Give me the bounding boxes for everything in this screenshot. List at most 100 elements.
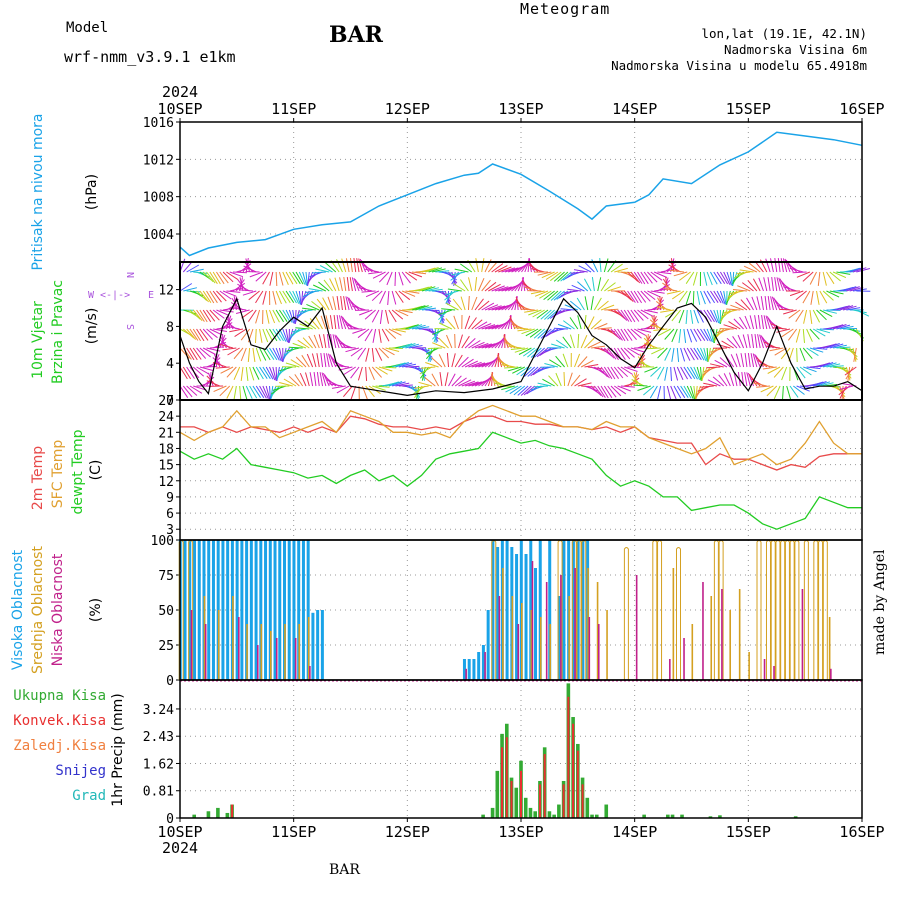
wind-barb bbox=[630, 374, 640, 387]
wind-barb bbox=[846, 307, 861, 311]
wind-barb bbox=[415, 366, 427, 377]
wind-barb bbox=[640, 309, 654, 317]
wind-barb bbox=[346, 277, 350, 292]
wind-barb bbox=[288, 375, 300, 387]
precip-bar-0 bbox=[206, 811, 211, 818]
wind-barb bbox=[431, 357, 443, 368]
wind-barb bbox=[525, 328, 539, 337]
wind-barb bbox=[179, 283, 193, 292]
cloud-bar-1 bbox=[269, 631, 272, 680]
wind-barb bbox=[252, 347, 256, 362]
wind-barb bbox=[706, 366, 721, 369]
wind-barb bbox=[491, 263, 504, 273]
wind-barb bbox=[345, 347, 360, 353]
wind-barb bbox=[299, 323, 313, 330]
precip-legend-3: Snijeg bbox=[55, 763, 106, 779]
wind-barb bbox=[333, 315, 337, 330]
wind-barb bbox=[305, 290, 320, 293]
wind-barb bbox=[614, 267, 628, 273]
wind-barb bbox=[316, 298, 327, 311]
wind-barb bbox=[219, 343, 234, 349]
wind-barb bbox=[759, 334, 764, 349]
wind-barb bbox=[395, 309, 409, 317]
y-tick-label: 12 bbox=[158, 284, 174, 299]
cloud-bar-0 bbox=[226, 540, 230, 680]
wind-barb bbox=[557, 323, 572, 330]
wind-barb bbox=[796, 271, 811, 278]
wind-barb bbox=[826, 343, 840, 349]
wind-barb bbox=[249, 366, 255, 381]
wind-barb bbox=[571, 284, 585, 292]
x-tick-label-bottom: 12SEP bbox=[385, 823, 430, 841]
wind-barb bbox=[338, 366, 353, 371]
wind-barb bbox=[388, 328, 402, 336]
wind-barb bbox=[735, 353, 741, 368]
wind-barb bbox=[415, 326, 430, 330]
wind-barb bbox=[613, 366, 624, 379]
wind-barb bbox=[806, 366, 821, 370]
wind-barb bbox=[544, 347, 559, 352]
cloud-bar-1 bbox=[748, 652, 750, 680]
wind-barb bbox=[438, 354, 446, 368]
cloud-bar-0 bbox=[467, 659, 471, 680]
wind-barb bbox=[513, 385, 526, 396]
wind-barb bbox=[275, 347, 282, 362]
x-tick-label-bottom: 13SEP bbox=[498, 823, 543, 841]
wind-barb bbox=[852, 288, 867, 292]
wind-barb bbox=[844, 366, 857, 376]
wind-barb bbox=[852, 347, 857, 362]
wind-barb bbox=[272, 366, 277, 381]
wind-barb bbox=[644, 309, 658, 314]
cloud-bar-0 bbox=[515, 554, 519, 680]
wind-barb bbox=[498, 286, 512, 292]
wind-barb bbox=[796, 366, 806, 379]
wind-barb bbox=[793, 385, 805, 395]
y-tick-label: 2.43 bbox=[143, 730, 174, 745]
precip-bar-0 bbox=[680, 814, 684, 818]
wind-barb bbox=[574, 378, 587, 387]
precip-bar-0 bbox=[594, 814, 599, 818]
wind-barb bbox=[193, 385, 207, 391]
wind-barb bbox=[679, 271, 691, 281]
wind-barb bbox=[563, 320, 575, 330]
wind-barb bbox=[311, 271, 326, 274]
wind-barb bbox=[630, 328, 642, 339]
wind-barb bbox=[647, 271, 658, 283]
cloud-bar-0 bbox=[477, 652, 481, 680]
wind-barb bbox=[501, 385, 515, 391]
wind-barb bbox=[474, 321, 488, 330]
precip-bar-1 bbox=[567, 696, 570, 818]
wind-barb bbox=[415, 286, 429, 292]
cloud-bar-mid bbox=[765, 540, 771, 680]
cloud-bar-0 bbox=[240, 540, 244, 680]
cloud-bar-mid bbox=[652, 540, 658, 680]
wind-barb bbox=[448, 271, 458, 284]
wind-barb bbox=[212, 290, 222, 303]
wind-barb bbox=[780, 347, 791, 360]
wind-barb bbox=[542, 378, 555, 387]
wind-barb bbox=[304, 320, 317, 330]
wind-barb bbox=[509, 385, 522, 395]
wind-barb bbox=[259, 328, 263, 343]
wind-barb bbox=[810, 290, 814, 305]
model-name: wrf-nmm_v3.9.1 e1km bbox=[64, 48, 236, 66]
wind-barb bbox=[365, 366, 368, 382]
wind-barb bbox=[444, 372, 449, 387]
wind-barb bbox=[767, 277, 771, 292]
y-tick-label: 0 bbox=[166, 812, 174, 827]
cloud-bar-0 bbox=[273, 540, 277, 680]
wind-barb bbox=[796, 385, 810, 392]
wind-barb bbox=[199, 309, 208, 323]
wind-barb bbox=[658, 328, 671, 337]
wind-barb bbox=[703, 309, 712, 322]
wind-barb bbox=[372, 271, 386, 279]
precip-bar-0 bbox=[552, 814, 556, 818]
wind-barb bbox=[183, 287, 198, 292]
wind-barb bbox=[179, 385, 189, 398]
wind-barb bbox=[401, 290, 416, 297]
wind-barb bbox=[657, 347, 668, 359]
wind-barb bbox=[326, 334, 330, 349]
wind-barb bbox=[332, 296, 337, 311]
wind-barb bbox=[265, 385, 271, 400]
wind-barb bbox=[364, 309, 376, 320]
